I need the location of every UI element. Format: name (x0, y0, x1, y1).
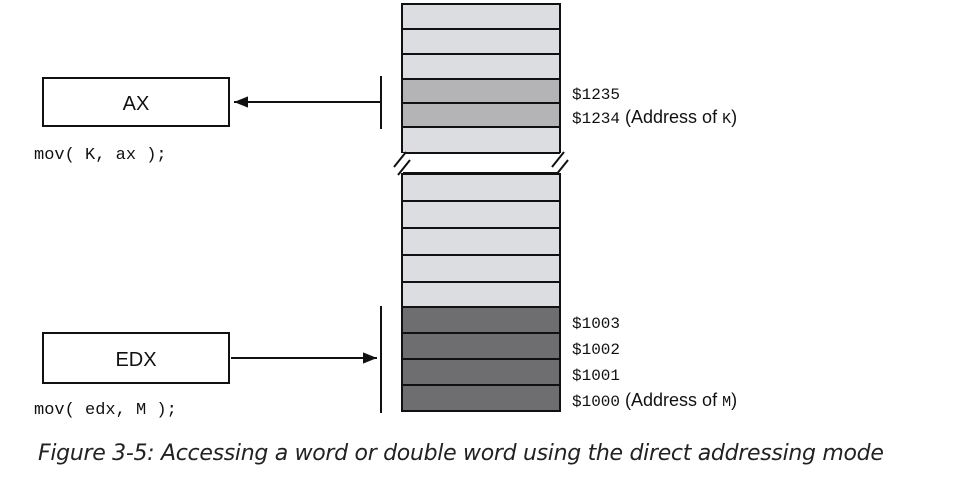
memory-cell-k-high (401, 78, 561, 104)
address-label-1000: $1000 (Address of M) (572, 390, 737, 411)
memory-cell (401, 227, 561, 256)
memory-cell-m2 (401, 332, 561, 360)
edx-instruction: mov( edx, M ); (34, 401, 177, 420)
memory-cell-m0 (401, 384, 561, 412)
ax-instruction: mov( K, ax ); (34, 146, 167, 165)
memory-column-upper (401, 3, 561, 154)
memory-cell (401, 281, 561, 308)
ax-register-box (42, 77, 230, 127)
memory-cell (401, 3, 561, 30)
ax-register-label: AX (123, 93, 150, 115)
memory-cell-m1 (401, 358, 561, 386)
memory-cell (401, 254, 561, 283)
address-label-1002: $1002 (572, 341, 620, 359)
memory-cell-m3 (401, 306, 561, 334)
memory-column-lower (401, 173, 561, 412)
memory-cell (401, 126, 561, 154)
address-label-1235: $1235 (572, 86, 620, 104)
memory-break (393, 151, 569, 176)
memory-cell-k-low (401, 102, 561, 128)
address-label-1003: $1003 (572, 315, 620, 333)
memory-cell (401, 53, 561, 80)
memory-access-diagram: AX mov( K, ax ); EDX mov( edx, M ); $123… (34, 3, 737, 420)
memory-cell (401, 28, 561, 55)
address-label-1234: $1234 (Address of K) (572, 107, 737, 128)
address-label-1001: $1001 (572, 367, 620, 385)
edx-register-label: EDX (115, 349, 156, 371)
memory-cell (401, 200, 561, 229)
edx-register-box (42, 332, 230, 384)
figure-caption: Figure 3-5: Accessing a word or double w… (38, 441, 884, 466)
memory-cell (401, 173, 561, 202)
